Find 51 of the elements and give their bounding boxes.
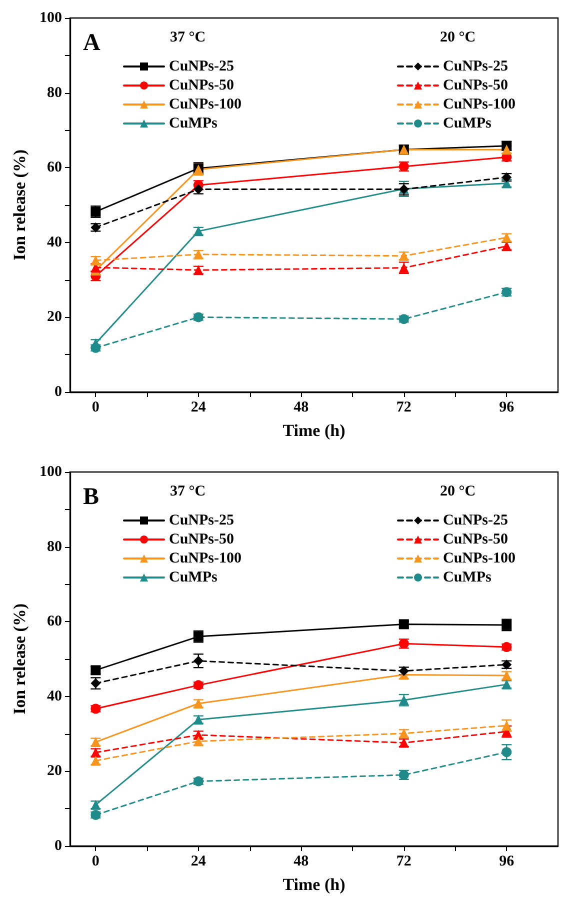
legend-label: CuMPs bbox=[169, 116, 218, 132]
y-tick-label: 60 bbox=[47, 614, 62, 630]
legend-label: CuNPs-100 bbox=[443, 550, 516, 566]
y-axis-title: Ion release (%) bbox=[10, 603, 29, 715]
point bbox=[502, 747, 512, 758]
legend-label: CuNPs-50 bbox=[443, 532, 508, 548]
y-tick-label: 0 bbox=[54, 384, 62, 400]
y-tick-label: 40 bbox=[47, 688, 62, 704]
legend-label: CuNPs-50 bbox=[169, 78, 234, 94]
x-axis-title: Time (h) bbox=[282, 875, 346, 894]
x-tick-label: 0 bbox=[92, 400, 100, 416]
x-tick-label: 48 bbox=[294, 400, 309, 416]
y-tick-label: 20 bbox=[47, 309, 62, 326]
legend-label: CuNPs-50 bbox=[443, 78, 508, 94]
y-axis-title: Ion release (%) bbox=[10, 149, 29, 261]
x-tick-label: 48 bbox=[294, 854, 309, 870]
legend-label: CuNPs-100 bbox=[169, 550, 242, 566]
y-tick-label: 100 bbox=[40, 464, 62, 480]
x-tick-label: 96 bbox=[499, 854, 515, 870]
x-tick-label: 72 bbox=[396, 854, 412, 870]
y-tick-label: 40 bbox=[47, 234, 62, 250]
legend-label: CuMPs bbox=[169, 570, 218, 586]
x-tick-label: 0 bbox=[92, 854, 100, 870]
point bbox=[193, 656, 204, 666]
legend-label: CuNPs-25 bbox=[169, 58, 234, 74]
text: A bbox=[83, 30, 101, 56]
legend-label: CuNPs-25 bbox=[169, 512, 234, 528]
legend-label: CuNPs-25 bbox=[443, 512, 508, 528]
annotation: 37 °C bbox=[170, 30, 206, 46]
legend-label: CuNPs-25 bbox=[443, 58, 508, 74]
annotation: 20 °C bbox=[440, 484, 476, 500]
point bbox=[398, 619, 409, 630]
y-tick-label: 60 bbox=[47, 160, 62, 176]
x-axis-title: Time (h) bbox=[282, 421, 346, 440]
legend-label: CuNPs-50 bbox=[169, 532, 234, 548]
y-tick-label: 80 bbox=[47, 84, 62, 101]
legend-label: CuMPs bbox=[443, 570, 492, 586]
x-tick-label: 24 bbox=[190, 854, 206, 870]
x-tick-label: 96 bbox=[499, 400, 515, 416]
legend-label: CuNPs-100 bbox=[169, 96, 242, 112]
y-tick-label: 0 bbox=[54, 838, 62, 854]
annotation: 20 °C bbox=[440, 30, 476, 46]
x-tick-label: 24 bbox=[190, 400, 206, 416]
legend-label: CuMPs bbox=[443, 116, 492, 132]
text: B bbox=[83, 484, 100, 510]
annotation: 37 °C bbox=[170, 484, 206, 500]
y-tick-label: 100 bbox=[40, 10, 62, 26]
legend-label: CuNPs-100 bbox=[443, 96, 516, 112]
y-tick-label: 80 bbox=[47, 538, 62, 555]
y-tick-label: 20 bbox=[47, 763, 62, 780]
x-tick-label: 72 bbox=[396, 400, 412, 416]
